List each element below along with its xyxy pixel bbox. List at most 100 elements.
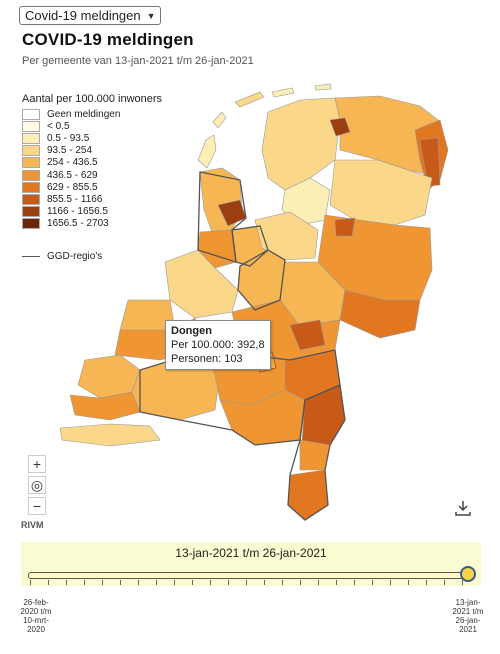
timeline-tick [138,580,139,585]
region-oost-pekela [419,137,441,187]
timeline-tick [246,580,247,585]
timeline-header [21,542,481,564]
legend-swatch [22,193,40,205]
legend-label: 629 - 855.5 [47,181,98,193]
legend-label: 855.5 - 1166 [47,193,103,205]
legend-title: Aantal per 100.000 inwoners [22,93,163,105]
legend-item: 436.5 - 629 [22,169,120,181]
timeline-tick [390,580,391,585]
legend-swatch [22,157,40,169]
indicator-select-value: Covid-19 meldingen [25,8,141,23]
zoom-in-button[interactable]: + [28,455,46,473]
legend-swatch [22,145,40,157]
timeline-range-label: 13-jan-2021 t/m 26-jan-2021 [175,546,327,560]
timeline-start-line: 2020 t/m [20,607,52,616]
legend-label: 1656.5 - 2703 [47,218,109,230]
tooltip-per100k: Per 100.000: 392,8 [171,339,265,351]
region-zeeuws-vlaanderen [59,423,161,447]
legend-label: 0.5 - 93.5 [47,132,90,144]
timeline-tick [282,580,283,585]
region-friesland [261,97,341,191]
timeline-tick [300,580,301,585]
legend-item: < 0.5 [22,120,120,132]
timeline-tick [30,580,31,585]
island-texel [197,134,217,169]
locate-button[interactable]: ◎ [28,476,46,494]
target-icon: ◎ [30,476,44,493]
legend-item: Geen meldingen [22,108,120,120]
plus-icon: + [32,456,42,472]
region-zuid-limburg [287,469,329,521]
legend-label: < 0.5 [47,120,70,132]
timeline-tick [156,580,157,585]
timeline-handle[interactable] [460,566,476,582]
island-schiermonnikoog [314,83,332,91]
legend-swatch [22,120,40,132]
legend-ggd-label: GGD-regio's [47,251,103,262]
timeline-tick [264,580,265,585]
timeline-tick [318,580,319,585]
map-tooltip: Dongen Per 100.000: 392,8 Personen: 103 [165,320,271,370]
legend-swatch [22,169,40,181]
legend-label: 93.5 - 254 [47,145,93,157]
legend-swatch [22,181,40,193]
region-twente-hot [334,217,356,237]
page-title: COVID-19 meldingen [22,30,194,49]
tooltip-persons: Personen: 103 [171,353,243,365]
legend-label: 254 - 436.5 [47,157,98,169]
timeline-tick [372,580,373,585]
legend: Geen meldingen < 0.5 0.5 - 93.5 93.5 - 2… [22,108,120,230]
region-flevoland [254,211,319,261]
timeline-tick [444,580,445,585]
legend-ggd: GGD-regio's [22,251,102,262]
region-zeeland-noord [77,354,141,399]
timeline-tick [228,580,229,585]
timeline-tick [102,580,103,585]
timeline-tick [462,580,463,585]
download-button[interactable] [455,500,471,521]
region-groningen-city [329,117,351,137]
legend-item: 629 - 855.5 [22,181,120,193]
ggd-border-amsterdam [231,225,269,267]
legend-swatch [22,108,40,120]
legend-item: 93.5 - 254 [22,145,120,157]
legend-swatch [22,132,40,144]
legend-item: 0.5 - 93.5 [22,132,120,144]
region-drenthe [329,159,433,226]
netherlands-map[interactable] [0,70,500,530]
region-nijmegen [289,319,326,351]
timeline-tick [354,580,355,585]
timeline-tick [426,580,427,585]
timeline-start-line: 10-mrt- [23,616,49,625]
timeline-end-label: 13-jan- 2021 t/m 26-jan- 2021 [448,598,488,634]
timeline-tick [48,580,49,585]
timeline-start-label: 26-feb- 2020 t/m 10-mrt- 2020 [18,598,54,634]
legend-label: Geen meldingen [47,108,121,120]
zoom-controls: + ◎ − [28,455,46,518]
legend-label: 1166 - 1656.5 [47,206,108,218]
legend-item: 1656.5 - 2703 [22,218,120,230]
timeline-tick [120,580,121,585]
timeline-end-line: 26-jan- [455,616,481,625]
timeline-tick [336,580,337,585]
island-ameland [271,87,295,98]
legend-item: 855.5 - 1166 [22,193,120,205]
legend-item: 254 - 436.5 [22,157,120,169]
timeline-start-line: 26-feb- [23,598,49,607]
timeline-end-line: 13-jan- [455,598,481,607]
timeline-tick [174,580,175,585]
legend-swatch [22,218,40,230]
legend-label: 436.5 - 629 [47,169,98,181]
timeline-tick [66,580,67,585]
minus-icon: − [32,498,42,514]
chevron-down-icon: ▼ [146,10,156,21]
tooltip-name: Dongen [171,325,212,337]
ggd-line-icon [22,256,40,257]
indicator-select[interactable]: Covid-19 meldingen ▼ [19,6,161,25]
timeline-end-line: 2021 t/m [452,607,484,616]
zoom-out-button[interactable]: − [28,497,46,515]
timeline-end-line: 2021 [459,625,477,634]
ggd-border-utrecht [237,249,286,311]
timeline-track[interactable] [28,572,470,579]
timeline-tick [84,580,85,585]
